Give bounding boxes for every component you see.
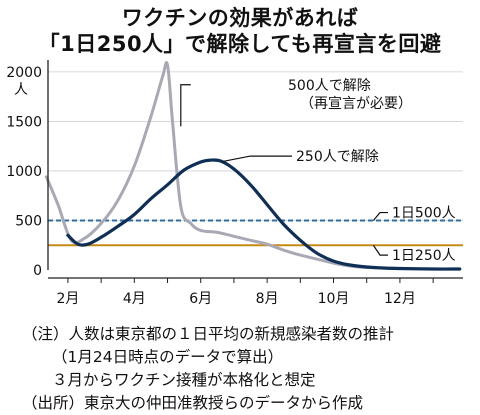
x-tick-label: 8月 — [256, 291, 279, 307]
x-tick-label: 6月 — [189, 291, 212, 307]
y-tick-label: 500 — [15, 213, 42, 229]
annotation-500-line: 1日500人 — [392, 206, 456, 222]
x-tick-label: 12月 — [384, 291, 416, 307]
annotation-leader-250-release — [222, 155, 292, 163]
annotation-leader-250-line — [372, 244, 388, 256]
annotation-leader-500-line — [372, 211, 388, 221]
y-tick-label: 0 — [33, 263, 42, 279]
series-line-250-release — [66, 158, 462, 271]
y-tick-label: 1500 — [6, 114, 42, 130]
chart-title-line2: 「1日250人」で解除しても再宣言を回避 — [38, 32, 442, 56]
y-tick-label: 2000 — [6, 65, 42, 81]
annotation-250-release: 250人で解除 — [296, 149, 379, 165]
source-note: （出所）東京大の仲田准教授らのデータから作成 — [22, 394, 364, 412]
note-2: （1月24日時点のデータで算出） — [52, 348, 284, 366]
series-line-500-release — [44, 60, 462, 271]
annotation-250-line: 1日250人 — [392, 248, 456, 264]
x-tick-label: 10月 — [318, 291, 350, 307]
annotation-500-release: 500人で解除 — [288, 78, 371, 94]
chart-title-line1: ワクチンの効果があれば — [121, 6, 359, 30]
x-tick-label: 4月 — [123, 291, 146, 307]
note-3: ３月からワクチン接種が本格化と想定 — [52, 371, 316, 389]
annotation-reannounce-required: （再宣言が必要） — [300, 96, 412, 112]
annotation-leader-500-release — [180, 84, 191, 127]
y-axis-unit-label: 人 — [14, 82, 28, 98]
note-1: （注）人数は東京都の１日平均の新規感染者数の推計 — [22, 325, 395, 343]
x-tick-label: 2月 — [56, 291, 79, 307]
y-tick-label: 1000 — [6, 164, 42, 180]
